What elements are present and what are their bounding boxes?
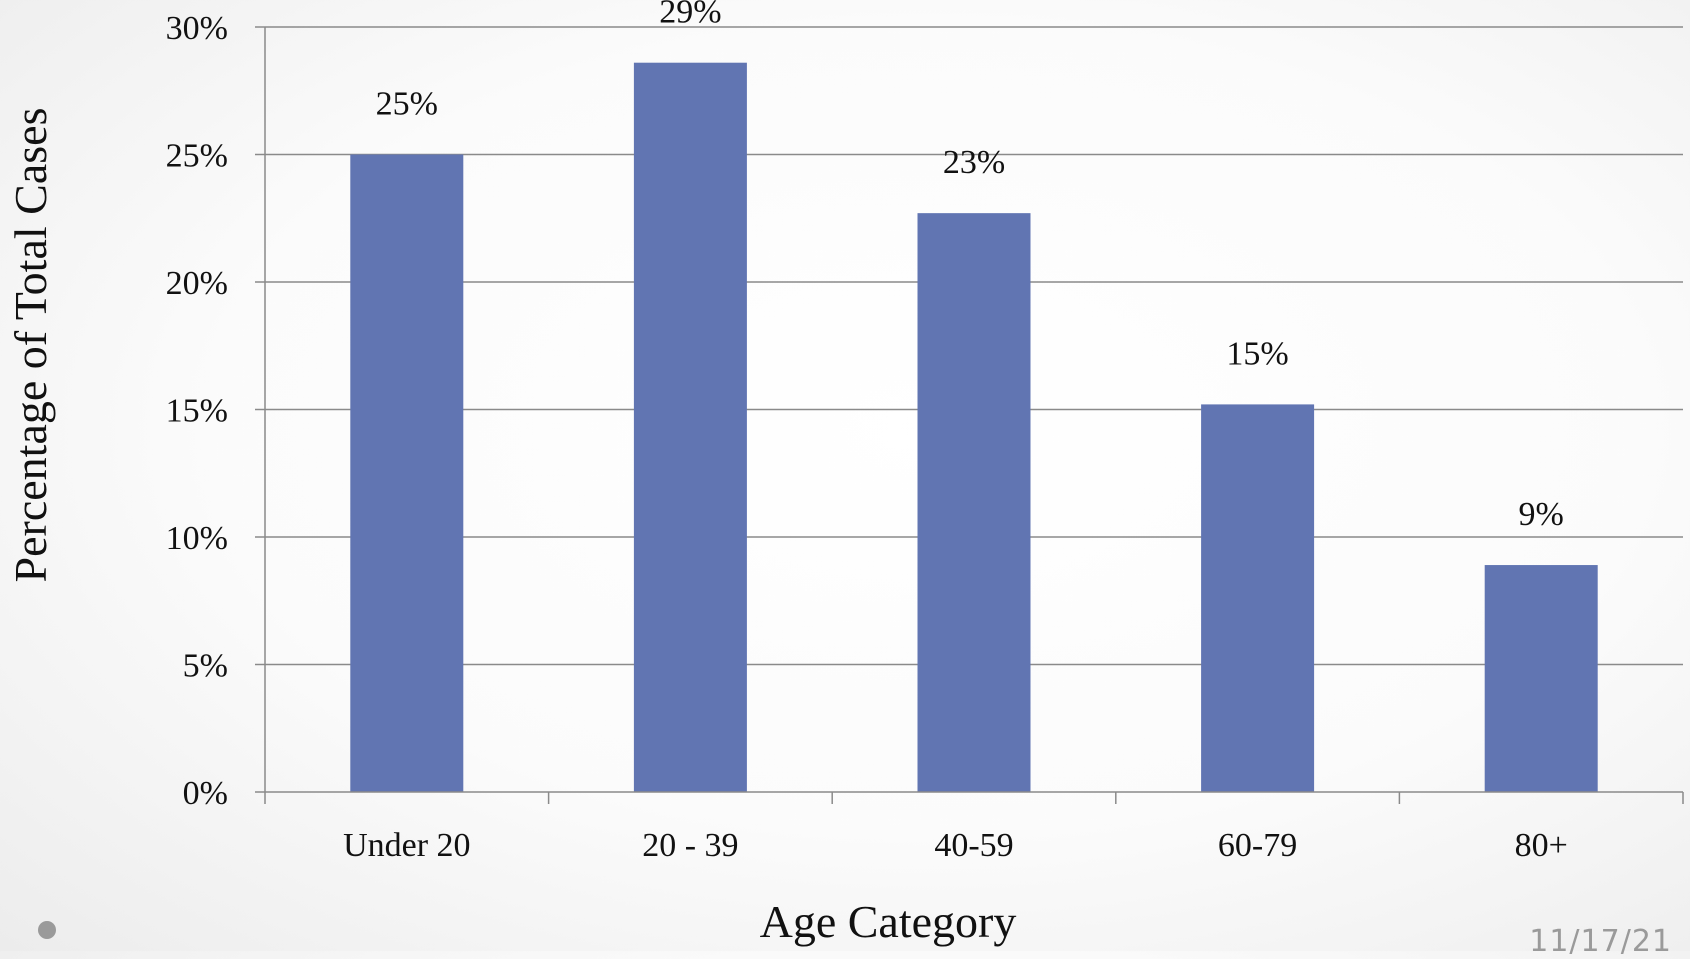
x-tick-label: 40-59 <box>934 827 1013 864</box>
axes <box>255 26 1684 804</box>
labels: 0% 5% 10% 15% 20% 25% 30% 25% Under 20 29% 20 - 39… <box>166 0 1568 864</box>
bar <box>350 154 464 792</box>
footer-date: 11/17/21 <box>1529 924 1672 959</box>
x-tick-label: Under 20 <box>343 827 470 864</box>
data-label: 9% <box>1519 496 1564 533</box>
y-tick-label: 30% <box>166 10 228 47</box>
x-tick-label: 20 - 39 <box>642 827 738 864</box>
y-axis-title: Percentage of Total Cases <box>5 108 56 583</box>
slide-bullet-dot <box>38 921 56 939</box>
data-label: 25% <box>376 86 438 123</box>
y-tick-label: 15% <box>166 393 228 430</box>
bars <box>350 62 1598 792</box>
data-label: 29% <box>659 0 721 31</box>
y-tick-label: 25% <box>166 138 228 175</box>
data-label: 15% <box>1226 335 1288 372</box>
x-tick-label: 80+ <box>1515 827 1568 864</box>
y-tick-label: 10% <box>166 520 228 557</box>
y-tick-label: 20% <box>166 265 228 302</box>
bar <box>633 62 747 792</box>
bar <box>1201 404 1315 792</box>
bar <box>1484 565 1598 792</box>
y-tick-label: 0% <box>183 775 228 812</box>
data-label: 23% <box>943 144 1005 181</box>
y-tick-label: 5% <box>183 648 228 685</box>
x-axis-title: Age Category <box>760 896 1017 947</box>
bar <box>917 213 1031 792</box>
x-tick-label: 60-79 <box>1218 827 1297 864</box>
